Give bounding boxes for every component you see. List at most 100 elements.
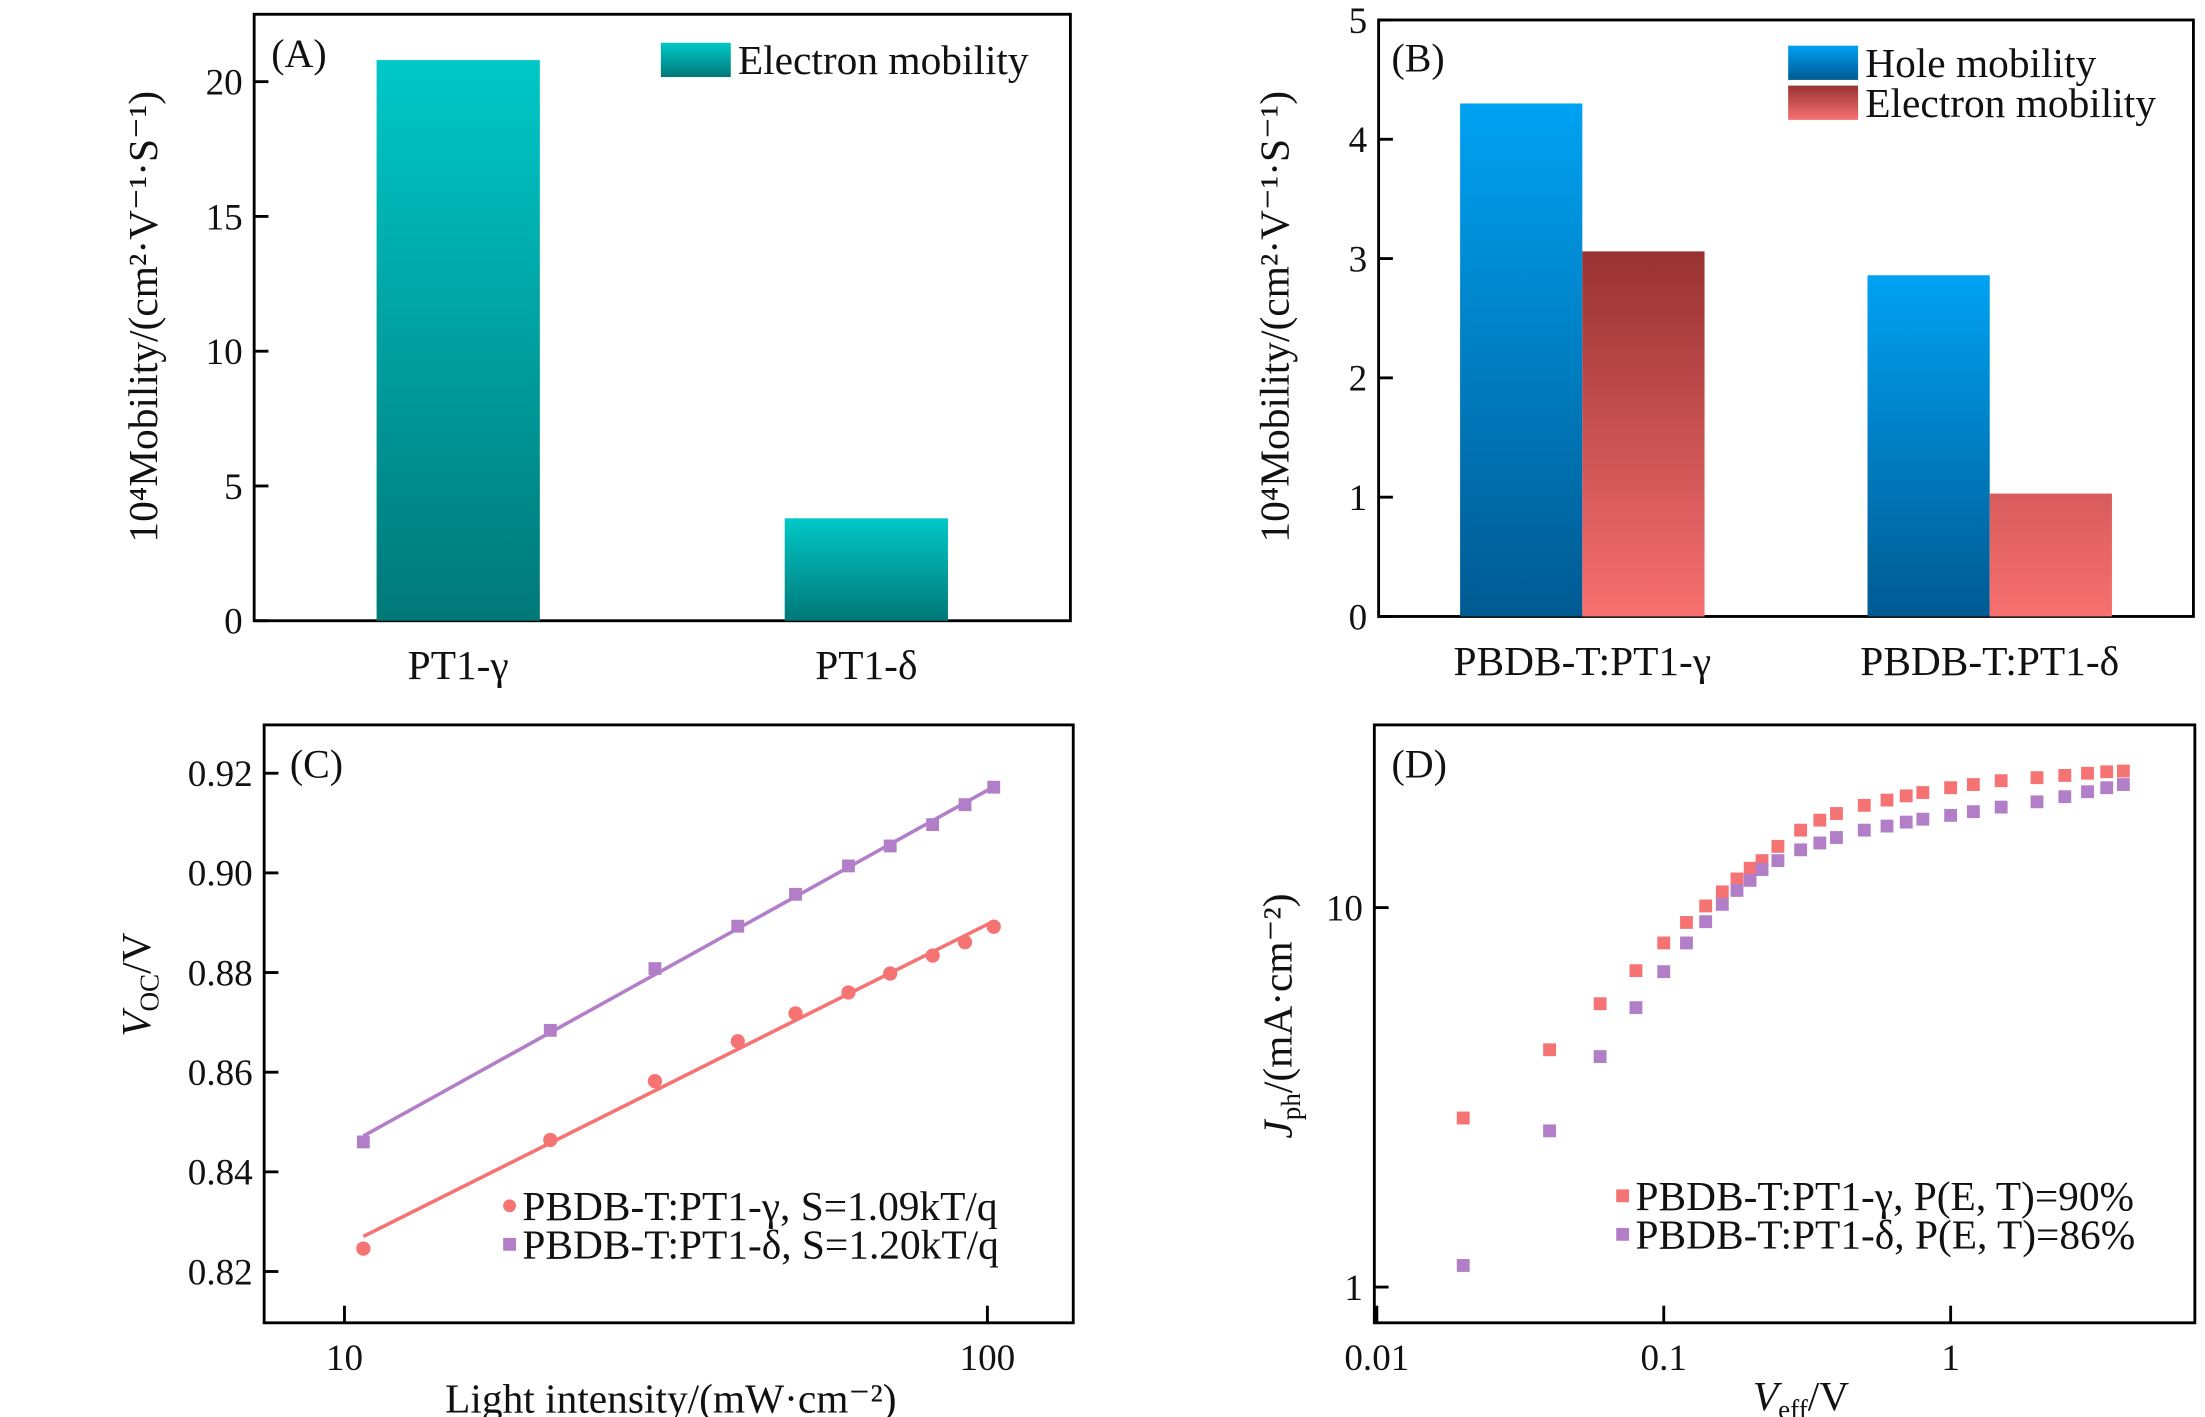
data-point bbox=[2081, 766, 2094, 780]
data-point bbox=[1543, 1043, 1557, 1057]
data-point bbox=[1593, 1050, 1607, 1063]
data-point bbox=[1813, 813, 1827, 827]
data-point bbox=[2100, 765, 2114, 779]
category-label: PT1-γ bbox=[408, 642, 509, 688]
data-point bbox=[842, 859, 855, 873]
data-point bbox=[1456, 1111, 1470, 1125]
legend-swatch bbox=[1788, 85, 1859, 120]
data-point bbox=[2058, 769, 2072, 782]
data-point bbox=[356, 1241, 371, 1256]
legend-marker bbox=[503, 1237, 517, 1251]
y-axis-label: Jph/(mA·cm⁻²) bbox=[1255, 893, 1307, 1138]
y-tick-label: 10 bbox=[1326, 888, 1363, 929]
data-point bbox=[1743, 873, 1757, 887]
legend-marker bbox=[1616, 1227, 1630, 1241]
plot-frame bbox=[252, 12, 1072, 623]
legend-swatch bbox=[660, 42, 731, 78]
x-tick-label: 0.01 bbox=[1344, 1338, 1409, 1379]
x-axis-label-unit: /V bbox=[1808, 1373, 1849, 1417]
legend-marker bbox=[1616, 1189, 1630, 1203]
legend-swatch bbox=[1788, 45, 1859, 80]
y-tick-label: 0 bbox=[1349, 597, 1368, 638]
data-point bbox=[1657, 936, 1671, 950]
bar bbox=[1989, 493, 2112, 617]
data-point bbox=[1794, 843, 1808, 857]
legend-label: PBDB-T:PT1-γ, S=1.09kT/q bbox=[522, 1183, 997, 1229]
data-point bbox=[1543, 1124, 1557, 1138]
data-point bbox=[1755, 863, 1769, 876]
data-point bbox=[1916, 812, 1930, 826]
y-tick-label: 5 bbox=[224, 467, 243, 508]
data-point bbox=[1699, 899, 1713, 913]
bar bbox=[784, 518, 948, 621]
data-point bbox=[647, 1074, 663, 1089]
y-tick-label: 1 bbox=[1349, 478, 1368, 519]
y-tick-label: 0 bbox=[224, 602, 243, 643]
bar bbox=[1867, 275, 1990, 617]
panel-d-jph-vs-veff-chart: 1 10 0.01 0.1 1 (D) PBDB-T:PT1-γ, P(E, T)=90%P… bbox=[1255, 723, 2197, 1417]
data-point bbox=[356, 1135, 370, 1149]
y-tick-label: 0.82 bbox=[188, 1252, 253, 1293]
data-point bbox=[789, 887, 802, 901]
x-axis-label: Light intensity/(mW·cm⁻²) bbox=[445, 1376, 896, 1417]
y-tick-label: 2 bbox=[1349, 359, 1368, 400]
x-tick-label: 1 bbox=[1941, 1338, 1960, 1379]
data-point bbox=[1830, 807, 1843, 820]
x-tick-label: 0.1 bbox=[1641, 1338, 1687, 1379]
data-point bbox=[1966, 805, 1980, 819]
data-point bbox=[987, 780, 1001, 794]
data-point bbox=[1699, 915, 1713, 929]
data-point bbox=[883, 839, 897, 853]
panel-label: (B) bbox=[1391, 35, 1444, 80]
y-tick-label: 0.92 bbox=[188, 754, 253, 795]
data-point bbox=[1593, 997, 1607, 1011]
data-point bbox=[2081, 785, 2094, 799]
data-point bbox=[957, 935, 973, 950]
data-point bbox=[883, 966, 898, 981]
y-tick-label: 0.90 bbox=[188, 854, 253, 895]
data-point bbox=[731, 919, 745, 933]
panel-a-electron-mobility-chart: 0 5 10 15 20 (A) Electron mobility PT1-γ PT1-δ 10… bbox=[120, 12, 1072, 688]
category-label: PBDB-T:PT1-γ bbox=[1454, 638, 1712, 684]
data-point bbox=[1771, 839, 1785, 853]
data-point bbox=[1966, 778, 1980, 791]
data-point bbox=[1794, 823, 1808, 837]
x-axis-label-symbol: V bbox=[1753, 1373, 1783, 1417]
data-point bbox=[926, 818, 940, 831]
data-point bbox=[1715, 897, 1729, 911]
bar bbox=[1582, 251, 1705, 617]
data-point bbox=[1680, 936, 1693, 950]
y-axis-label-unit: /V bbox=[113, 932, 159, 973]
plot-frame bbox=[262, 723, 1075, 1325]
data-point bbox=[1830, 831, 1843, 844]
data-point bbox=[925, 948, 940, 963]
y-axis-label-subscript: OC bbox=[135, 974, 165, 1012]
y-axis-label-unit: /(mA·cm⁻²) bbox=[1255, 893, 1302, 1093]
y-axis-label-symbol: V bbox=[113, 1007, 159, 1037]
data-point bbox=[730, 1034, 745, 1049]
data-point bbox=[648, 962, 662, 975]
x-tick-label: 10 bbox=[326, 1338, 363, 1379]
x-tick-label: 100 bbox=[960, 1338, 1016, 1379]
data-point bbox=[1456, 1259, 1470, 1272]
data-point bbox=[1771, 854, 1785, 868]
data-point bbox=[1629, 964, 1643, 978]
panel-label: (D) bbox=[1391, 742, 1446, 787]
bar bbox=[1460, 103, 1583, 617]
y-tick-label: 4 bbox=[1349, 120, 1368, 161]
data-point bbox=[2030, 771, 2044, 785]
y-tick-label: 10 bbox=[206, 332, 243, 373]
y-tick-label: 3 bbox=[1349, 239, 1368, 280]
data-point bbox=[2116, 778, 2130, 791]
panel-label: (C) bbox=[290, 742, 343, 787]
y-axis-label: 10⁴Mobility/(cm²·V⁻¹·S⁻¹) bbox=[1252, 91, 1299, 543]
category-label: PBDB-T:PT1-δ bbox=[1860, 638, 2119, 684]
data-point bbox=[543, 1023, 557, 1037]
legend-label: PBDB-T:PT1-δ, S=1.20kT/q bbox=[522, 1222, 998, 1268]
plot-frame bbox=[1372, 723, 2197, 1325]
y-tick-label: 0.88 bbox=[188, 953, 253, 994]
legend-label: PBDB-T:PT1-γ, P(E, T)=90% bbox=[1635, 1173, 2134, 1220]
plot-frame bbox=[1377, 18, 2195, 618]
data-point bbox=[986, 919, 1001, 934]
data-point bbox=[1880, 793, 1894, 807]
